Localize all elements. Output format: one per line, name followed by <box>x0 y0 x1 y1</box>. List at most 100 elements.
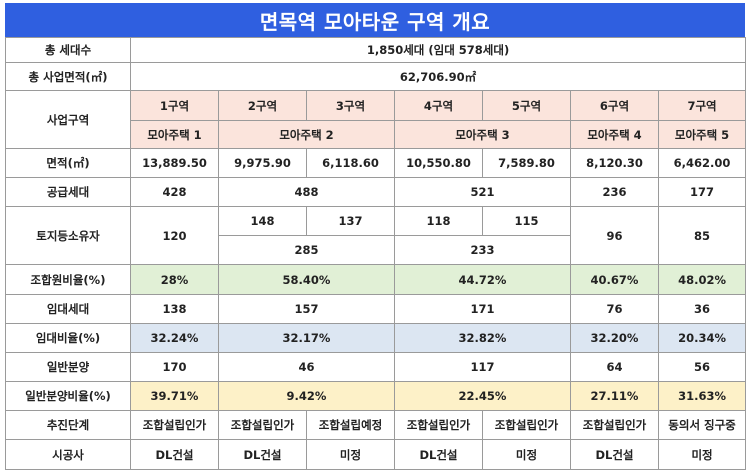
row-label: 일반분양 <box>5 352 131 382</box>
table-cell: DL건설 <box>570 439 659 470</box>
row-label: 공급세대 <box>5 177 131 207</box>
page-title: 면목역 모아타운 구역 개요 <box>5 3 745 37</box>
table-cell: 20.34% <box>657 323 747 353</box>
table-row: 일반분양비율(%) 39.71% 9.42% 22.45% 27.11% 31.… <box>5 381 747 411</box>
households-value: 1,850세대 (임대 578세대) <box>129 37 747 63</box>
table-cell: 120 <box>130 206 219 265</box>
table-cell: 9.42% <box>218 381 395 411</box>
table-row: 토지등소유자 120 148 137 118 115 96 85 <box>5 206 747 265</box>
table-cell: 13,889.50 <box>130 148 219 178</box>
row-label: 일반분양비율(%) <box>5 381 131 411</box>
table-cell: 64 <box>570 352 659 382</box>
table-cell: 233 <box>394 235 571 265</box>
table-cell: 428 <box>130 177 219 207</box>
table-cell: 미정 <box>482 439 571 470</box>
zone-header-label: 사업구역 <box>5 90 131 149</box>
table-cell: 조합설립인가 <box>482 410 571 440</box>
table-cell: 10,550.80 <box>394 148 483 178</box>
table-cell: DL건설 <box>130 439 219 470</box>
total-area-value: 62,706.90㎡ <box>129 62 747 91</box>
zone-header: 2구역 <box>218 90 307 121</box>
housing-header: 모아주택 2 <box>218 120 395 149</box>
table-cell: 31.63% <box>657 381 747 411</box>
housing-header: 모아주택 3 <box>394 120 571 149</box>
table-cell: 488 <box>218 177 395 207</box>
table-cell: 177 <box>657 177 747 207</box>
table-cell: 76 <box>570 294 659 324</box>
table-cell: 32.20% <box>570 323 659 353</box>
row-label: 면적(㎡) <box>5 148 131 178</box>
table-cell: 6,462.00 <box>657 148 747 178</box>
table-row: 총 사업면적(㎡) 62,706.90㎡ <box>5 62 747 91</box>
table-cell: 46 <box>218 352 395 382</box>
table-cell: 48.02% <box>657 264 747 295</box>
table-cell: 157 <box>218 294 395 324</box>
table-row: 조합원비율(%) 28% 58.40% 44.72% 40.67% 48.02% <box>5 264 747 295</box>
table-cell: 40.67% <box>570 264 659 295</box>
table-cell: 138 <box>130 294 219 324</box>
table-row: 일반분양 170 46 117 64 56 <box>5 352 747 382</box>
table-cell: 32.82% <box>394 323 571 353</box>
table-cell: 미정 <box>657 439 747 470</box>
table-cell: 56 <box>657 352 747 382</box>
table-cell: 96 <box>570 206 659 265</box>
table-cell: 170 <box>130 352 219 382</box>
table-cell: 118 <box>394 206 483 236</box>
table-cell: 137 <box>306 206 395 236</box>
table-cell: 236 <box>570 177 659 207</box>
table-row: 시공사 DL건설 DL건설 미정 DL건설 미정 DL건설 미정 <box>5 439 747 470</box>
zone-header: 6구역 <box>570 90 659 121</box>
table-cell: DL건설 <box>394 439 483 470</box>
table-row: 총 세대수 1,850세대 (임대 578세대) <box>5 37 747 63</box>
table-row: 285 233 <box>6 235 746 265</box>
table-cell: 조합설립인가 <box>130 410 219 440</box>
table-cell: 148 <box>218 206 307 236</box>
households-label: 총 세대수 <box>5 37 131 63</box>
table-cell: 조합설립인가 <box>570 410 659 440</box>
table-cell: 85 <box>657 206 747 265</box>
table-row: 공급세대 428 488 521 236 177 <box>5 177 747 207</box>
table-row: 임대비율(%) 32.24% 32.17% 32.82% 32.20% 20.3… <box>5 323 747 353</box>
table-cell: 8,120.30 <box>570 148 659 178</box>
table-cell: 7,589.80 <box>482 148 571 178</box>
total-area-label: 총 사업면적(㎡) <box>5 62 131 91</box>
table-cell: 39.71% <box>130 381 219 411</box>
table-cell: 32.17% <box>218 323 395 353</box>
zone-header: 3구역 <box>306 90 395 121</box>
zone-header: 4구역 <box>394 90 483 121</box>
table-cell: 동의서 징구중 <box>657 410 747 440</box>
row-label: 조합원비율(%) <box>5 264 131 295</box>
table-cell: 조합설립인가 <box>394 410 483 440</box>
zone-header: 1구역 <box>130 90 219 121</box>
table-cell: 32.24% <box>130 323 219 353</box>
row-label: 임대세대 <box>5 294 131 324</box>
table-cell: 9,975.90 <box>218 148 307 178</box>
row-label: 시공사 <box>5 439 131 470</box>
table-cell: 28% <box>130 264 219 295</box>
table-cell: 117 <box>394 352 571 382</box>
row-label: 추진단계 <box>5 410 131 440</box>
housing-header: 모아주택 5 <box>657 120 747 149</box>
table-row: 추진단계 조합설립인가 조합설립인가 조합설립예정 조합설립인가 조합설립인가 … <box>5 410 747 440</box>
table-cell: 미정 <box>306 439 395 470</box>
table-cell: 22.45% <box>394 381 571 411</box>
table-cell: 36 <box>657 294 747 324</box>
table-cell: 171 <box>394 294 571 324</box>
zone-header: 5구역 <box>482 90 571 121</box>
zone-header: 7구역 <box>657 90 747 121</box>
table-cell: 58.40% <box>218 264 395 295</box>
table-row: 임대세대 138 157 171 76 36 <box>5 294 747 324</box>
table-cell: 27.11% <box>570 381 659 411</box>
table-cell: 조합설립인가 <box>218 410 307 440</box>
table-cell: 521 <box>394 177 571 207</box>
housing-header: 모아주택 1 <box>130 120 219 149</box>
row-label: 토지등소유자 <box>5 206 131 265</box>
table-row: 면적(㎡) 13,889.50 9,975.90 6,118.60 10,550… <box>5 148 747 178</box>
overview-table: 총 세대수 1,850세대 (임대 578세대) 총 사업면적(㎡) 62,70… <box>5 37 747 470</box>
table-row: 모아주택 1 모아주택 2 모아주택 3 모아주택 4 모아주택 5 <box>5 120 747 149</box>
table-cell: 285 <box>218 235 395 265</box>
table-cell: 44.72% <box>394 264 571 295</box>
table-cell: DL건설 <box>218 439 307 470</box>
table-cell: 6,118.60 <box>306 148 395 178</box>
row-label: 임대비율(%) <box>5 323 131 353</box>
